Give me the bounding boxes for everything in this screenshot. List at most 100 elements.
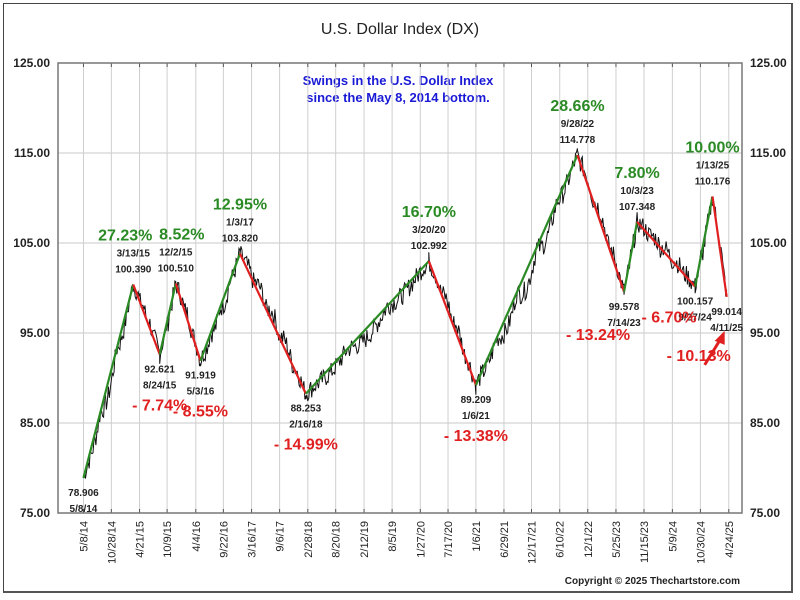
swing-change-loss: - 8.55% [173,404,228,421]
swing-date-label: 3/20/20 [412,225,446,236]
swing-value-label: 100.390 [115,264,152,275]
swing-value-label: 91.919 [185,371,216,382]
swing-line-down [238,253,307,395]
swing-line-down [174,283,202,362]
swing-change-loss: - 6.70% [642,310,697,327]
swing-date-label: 12/2/15 [159,247,193,258]
chart-frame [3,3,793,593]
swing-value-label: 78.906 [68,488,99,499]
swing-value-label: 89.209 [461,395,492,406]
swing-value-label: 103.820 [222,234,259,245]
swing-change-gain: 12.95% [213,197,267,214]
y-tick-label-left: 85.00 [20,416,50,430]
swing-value-label: 102.992 [411,241,448,252]
swing-date-label: 2/16/18 [289,420,323,431]
x-tick-label: 11/15/23 [639,521,651,563]
swing-value-label: 107.348 [619,202,656,213]
arrow-head-icon [714,330,725,345]
swing-change-loss: - 13.24% [566,327,630,344]
y-tick-label-left: 75.00 [20,506,50,520]
x-tick-label: 7/17/20 [443,521,455,558]
chart-subtitle-line-2: since the May 8, 2014 bottom. [306,90,490,105]
chart-subtitle-line-1: Swings in the U.S. Dollar Index [303,73,494,88]
plot-area-border [57,62,743,514]
swing-line-down [132,284,161,355]
x-tick-label: 4/4/16 [191,521,203,552]
x-tick-label: 10/28/14 [106,521,118,564]
swing-date-label: 10/3/23 [620,186,654,197]
swing-change-gain: 10.00% [685,139,739,156]
swing-line-up [199,253,241,362]
swing-value-label: 92.621 [144,364,175,375]
x-tick-label: 3/16/17 [247,521,259,558]
x-tick-label: 8/20/18 [331,521,343,558]
swing-value-label: 114.778 [560,135,596,146]
swing-line-down [636,221,696,288]
swing-line-up [158,283,177,355]
swing-line-up [694,196,714,287]
swing-change-loss: - 14.99% [274,437,338,454]
x-tick-label: 5/9/24 [667,521,679,552]
swing-line-up [82,284,135,479]
arrow-shaft [703,338,722,366]
price-series-line [83,148,728,479]
x-tick-label: 1/6/21 [471,521,483,552]
swing-date-label: 1/6/21 [462,411,490,422]
swing-change-gain: 28.66% [550,98,604,115]
swing-line-down [711,196,728,298]
x-tick-label: 9/22/16 [218,521,230,558]
x-tick-label: 6/29/21 [499,521,511,558]
swing-date-label: 9/27/24 [678,313,712,324]
swing-value-label: 100.510 [158,263,195,274]
swing-change-gain: 8.52% [159,226,204,243]
swing-change-loss: - 13.38% [444,428,508,445]
swing-value-label: 100.157 [677,297,714,308]
x-tick-label: 12/17/21 [527,521,539,564]
x-tick-label: 10/30/24 [695,521,707,564]
swing-change-gain: 7.80% [614,165,659,182]
y-tick-label-right: 125.00 [750,56,787,70]
x-tick-label: 5/25/23 [611,521,623,558]
x-tick-label: 4/24/25 [724,521,736,558]
swing-change-loss: - 7.74% [132,397,187,414]
x-tick-label: 8/5/19 [387,521,399,552]
y-tick-label-left: 125.00 [13,56,50,70]
swing-value-label: 110.176 [695,176,731,187]
x-tick-label: 2/12/19 [359,521,371,558]
y-tick-label-left: 95.00 [20,326,50,340]
swing-value-label: 99.578 [609,302,640,313]
swing-line-up [622,221,639,292]
chart-title: U.S. Dollar Index (DX) [321,21,479,38]
swing-line-down [427,260,477,386]
x-tick-label: 9/6/17 [275,521,287,552]
swing-value-label: 88.253 [291,404,322,415]
x-tick-label: 10/9/15 [162,521,174,558]
swing-change-gain: 27.23% [98,227,152,244]
swing-date-label: 1/3/17 [226,218,254,229]
x-tick-label: 4/21/15 [135,521,147,558]
x-tick-label: 5/8/14 [78,521,90,552]
swing-date-label: 9/28/22 [561,119,595,130]
swing-date-label: 7/14/23 [607,318,641,329]
swing-change-loss: - 10.13% [667,348,731,365]
swing-date-label: 4/11/25 [710,323,743,334]
swing-line-down [576,154,626,293]
copyright-text: Copyright © 2025 Thechartstore.com [565,576,740,587]
swing-line-up [474,154,579,386]
swing-date-label: 5/3/16 [187,387,215,398]
y-tick-label-right: 115.00 [750,146,786,160]
y-tick-label-right: 95.00 [750,326,780,340]
swing-date-label: 8/24/15 [143,380,177,391]
swing-date-label: 5/8/14 [70,504,98,515]
swing-date-label: 1/13/25 [696,160,730,171]
x-tick-label: 2/28/18 [303,521,315,558]
x-tick-label: 1/27/20 [415,521,427,558]
y-tick-label-right: 105.00 [750,236,787,250]
x-tick-label: 12/1/22 [583,521,595,558]
swing-value-label: 99.014 [711,307,742,318]
y-tick-label-right: 85.00 [750,416,780,430]
y-tick-label-left: 105.00 [13,236,50,250]
y-tick-label-right: 75.00 [750,506,780,520]
swing-line-up [305,260,430,395]
